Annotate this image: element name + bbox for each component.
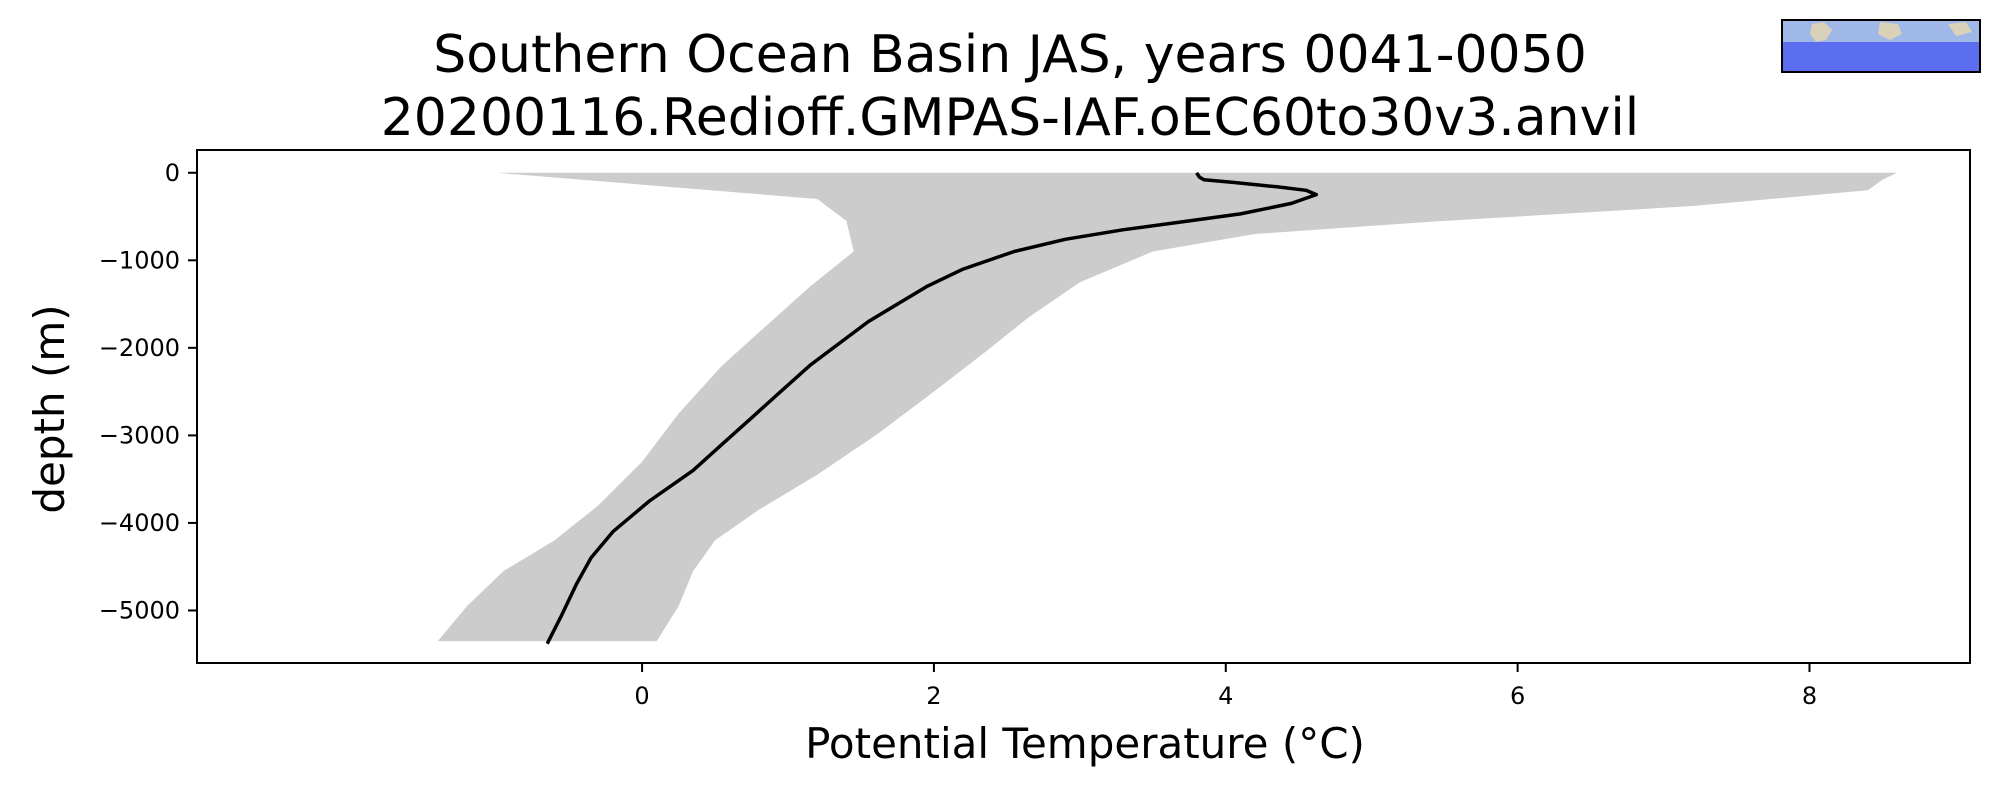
y-tick-label: −1000 [99, 246, 180, 274]
inset-map [1781, 19, 1981, 73]
y-tick-label: −2000 [99, 334, 180, 362]
x-axis-label: Potential Temperature (°C) [805, 719, 1365, 768]
y-axis-label: depth (m) [25, 304, 74, 513]
plot-frame [196, 149, 1971, 664]
y-tick-label: −3000 [99, 421, 180, 449]
x-tick-label: 4 [1218, 682, 1233, 710]
x-tick-label: 2 [926, 682, 941, 710]
title-line-2: 20200116.Redioff.GMPAS-IAF.oEC60to30v3.a… [381, 88, 1640, 148]
chart-title: Southern Ocean Basin JAS, years 0041-005… [381, 25, 1640, 148]
y-tick-label: −4000 [99, 509, 180, 537]
mean-profile-line [545, 171, 1319, 645]
inset-map-landmass-2 [1878, 22, 1902, 40]
x-tick-label: 8 [1802, 682, 1817, 710]
x-tick-label: 0 [634, 682, 649, 710]
y-tick-label: 0 [165, 159, 180, 187]
inset-map-border [1781, 19, 1981, 73]
spread-band [437, 172, 1897, 642]
x-tick-label: 6 [1510, 682, 1525, 710]
title-line-1: Southern Ocean Basin JAS, years 0041-005… [433, 25, 1587, 85]
inset-map-landmass-3 [1948, 22, 1972, 36]
y-tick-label: −5000 [99, 596, 180, 624]
plot-area: 0 2 4 6 8 0 −1000 −2000 −3000 −4000 −5000 [99, 149, 1971, 710]
inset-map-landmass [1810, 22, 1832, 42]
